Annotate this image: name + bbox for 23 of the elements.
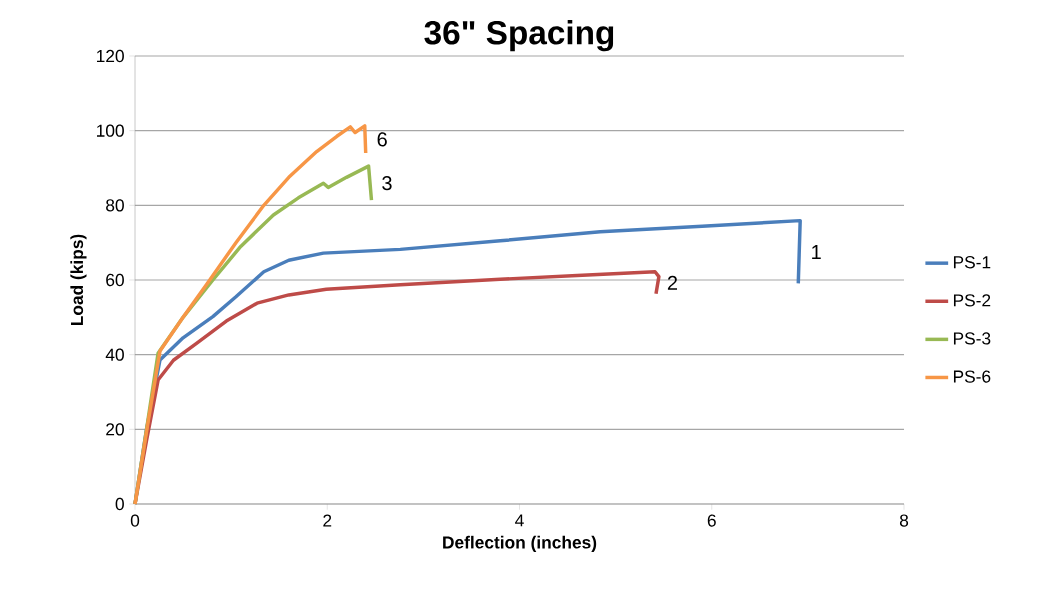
y-tick-label: 60	[106, 273, 124, 287]
annotation: 6	[377, 132, 387, 147]
x-tick-label: 8	[899, 514, 909, 527]
legend-label: PS-6	[953, 370, 991, 383]
y-tick-label: 80	[106, 199, 124, 212]
annotation: 1	[812, 245, 821, 259]
x-axis-title: Deflection (inches)	[443, 535, 597, 552]
y-tick-label: 40	[105, 348, 124, 361]
y-tick-label: 20	[106, 423, 124, 436]
y-axis-title: Load (kips)	[70, 234, 87, 326]
y-tick-label: 100	[97, 124, 124, 137]
legend-label: PS-3	[953, 332, 991, 345]
x-tick-label: 6	[707, 514, 716, 527]
x-tick-label: 0	[130, 514, 140, 527]
x-tick-label: 4	[515, 514, 524, 527]
chart-title: 36" Spacing	[424, 20, 614, 52]
x-tick-label: 2	[323, 514, 332, 527]
y-tick-label: 120	[97, 49, 124, 63]
y-tick-label: 0	[115, 497, 124, 511]
annotation: 3	[382, 176, 392, 191]
legend-label: PS-2	[953, 294, 991, 307]
legend-label: PS-1	[953, 256, 991, 269]
annotation: 2	[667, 275, 678, 290]
